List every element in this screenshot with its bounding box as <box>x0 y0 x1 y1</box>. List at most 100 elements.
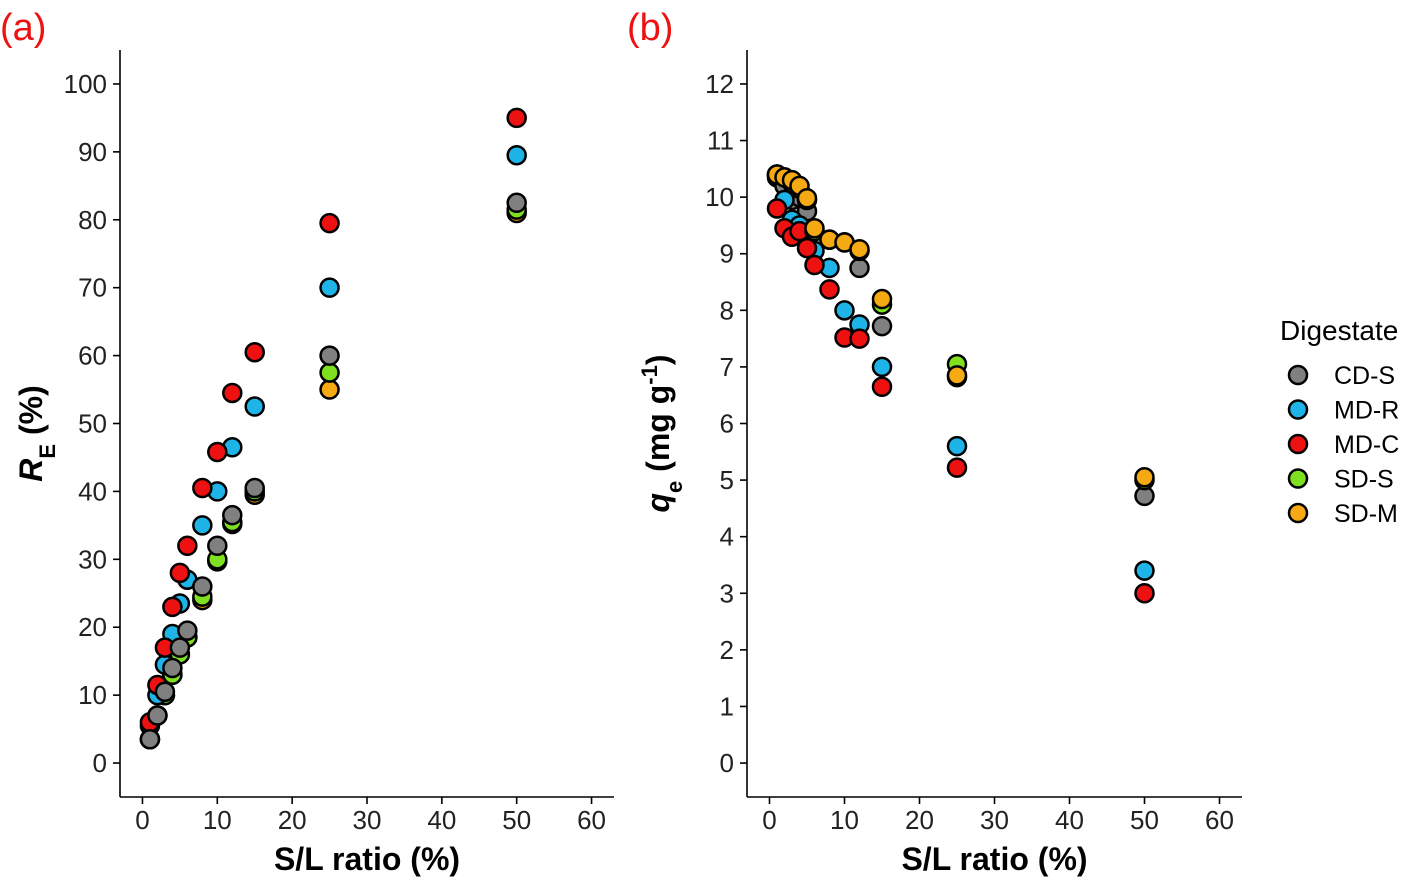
y-axis-title-part: E <box>35 444 60 459</box>
y-tick-label: 9 <box>720 239 734 269</box>
legend-swatch <box>1287 364 1309 386</box>
legend-label: MD-R <box>1334 397 1399 425</box>
point <box>192 477 213 499</box>
y-tick-label: 90 <box>78 137 107 167</box>
x-tick-label: 50 <box>502 805 531 835</box>
x-tick-label: 60 <box>1205 805 1234 835</box>
x-tick-label: 40 <box>1055 805 1084 835</box>
y-tick-label: 100 <box>64 69 107 99</box>
y-tick-label: 2 <box>720 635 734 665</box>
point <box>319 212 340 234</box>
point <box>192 515 213 536</box>
point <box>871 376 893 397</box>
y-axis-title-part: e <box>662 481 687 493</box>
legend-swatch <box>1287 502 1309 524</box>
point <box>162 657 183 679</box>
x-tick-label: 0 <box>762 805 776 835</box>
y-tick-label: 40 <box>78 476 107 506</box>
y-axis-title-part: (%) <box>13 385 49 444</box>
point <box>796 237 818 259</box>
x-axis-title: S/L ratio (%) <box>274 841 460 877</box>
point <box>871 288 893 310</box>
point <box>1134 467 1155 488</box>
x-tick-label: 60 <box>577 805 606 835</box>
x-tick-label: 20 <box>905 805 934 835</box>
x-tick-label: 40 <box>427 805 456 835</box>
y-tick-label: 1 <box>720 691 734 721</box>
y-tick-label: 50 <box>78 409 107 439</box>
point <box>849 238 870 260</box>
point <box>946 457 968 478</box>
point <box>1134 583 1155 604</box>
panel-label: (b) <box>627 7 673 49</box>
y-tick-label: 7 <box>720 352 734 382</box>
y-axis-title-part: (mg g <box>640 385 676 481</box>
legend-label: MD-C <box>1334 431 1399 459</box>
point <box>804 254 825 276</box>
point <box>319 379 340 400</box>
point <box>192 576 213 597</box>
point <box>177 620 198 641</box>
y-tick-label: 11 <box>707 126 734 156</box>
point <box>244 477 265 499</box>
legend-swatch <box>1287 433 1309 455</box>
x-tick-label: 0 <box>135 805 149 835</box>
panel-label: (a) <box>0 7 46 49</box>
point <box>946 365 968 386</box>
point <box>177 535 198 556</box>
point <box>207 535 228 556</box>
point <box>319 362 340 383</box>
y-tick-label: 6 <box>720 409 734 439</box>
legend-swatch <box>1287 399 1309 420</box>
point <box>946 435 968 457</box>
point <box>506 107 527 129</box>
point <box>506 145 527 166</box>
x-axis-title: S/L ratio (%) <box>901 841 1087 877</box>
legend-title: Digestate <box>1280 315 1398 346</box>
y-tick-label: 30 <box>78 544 107 574</box>
legend-swatch <box>1287 468 1309 489</box>
point <box>849 328 870 349</box>
x-tick-label: 50 <box>1130 805 1159 835</box>
point <box>796 188 818 209</box>
point <box>319 277 340 298</box>
y-tick-label: 5 <box>720 465 734 495</box>
point <box>871 315 893 337</box>
point <box>849 257 870 279</box>
point <box>244 396 265 417</box>
y-tick-label: 10 <box>705 182 734 212</box>
point <box>834 300 855 321</box>
y-tick-label: 70 <box>78 273 107 303</box>
legend-label: SD-M <box>1334 500 1398 528</box>
x-tick-label: 30 <box>353 805 382 835</box>
y-tick-label: 60 <box>78 341 107 371</box>
y-axis-title-part: -1 <box>637 365 662 385</box>
point <box>154 681 176 702</box>
x-tick-label: 20 <box>278 805 307 835</box>
y-tick-label: 4 <box>720 522 734 552</box>
point <box>162 596 183 618</box>
y-axis-title: RE (%) <box>13 385 60 481</box>
y-tick-label: 3 <box>720 578 734 608</box>
point <box>871 356 893 378</box>
point <box>804 218 825 239</box>
point <box>1134 560 1155 581</box>
legend-label: CD-S <box>1334 362 1395 390</box>
point <box>207 441 228 463</box>
y-tick-label: 8 <box>720 295 734 325</box>
y-tick-label: 20 <box>78 612 107 642</box>
point <box>244 341 265 363</box>
y-tick-label: 12 <box>705 69 734 99</box>
point <box>506 192 527 214</box>
x-tick-label: 30 <box>980 805 1009 835</box>
point <box>222 504 243 526</box>
point <box>139 729 161 750</box>
point <box>222 382 243 404</box>
point <box>766 198 788 219</box>
x-tick-label: 10 <box>203 805 232 835</box>
y-axis-title-part: R <box>13 459 49 482</box>
y-tick-label: 80 <box>78 205 107 235</box>
point <box>169 637 191 658</box>
point <box>819 279 840 300</box>
